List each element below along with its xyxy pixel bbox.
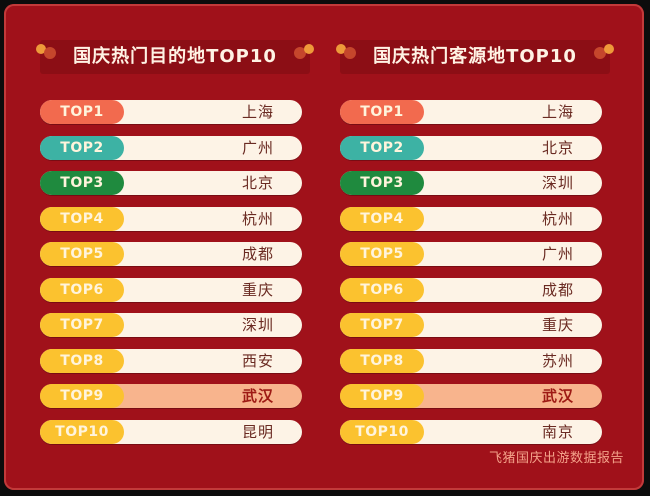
city-name: 南京 [541, 422, 574, 441]
city-name: 上海 [541, 103, 574, 121]
ranking-row: TOP6 成都 [340, 277, 602, 302]
destinations-title-text: 国庆热门目的地TOP10 [73, 46, 277, 67]
rank-badge: TOP3 [40, 171, 124, 195]
rank-badge: TOP6 [340, 277, 424, 302]
city-name: 成都 [541, 280, 574, 299]
city-name: 重庆 [241, 280, 274, 299]
decor-dot-icon [344, 47, 356, 59]
rank-badge: TOP5 [40, 242, 124, 266]
rank-badge: TOP1 [40, 100, 124, 124]
ranking-row: TOP6 重庆 [40, 277, 302, 302]
rank-badge: TOP7 [340, 313, 424, 337]
ranking-row: TOP8 苏州 [340, 348, 602, 373]
origins-title: 国庆热门客源地TOP10 [336, 40, 614, 74]
ranking-row: TOP1 上海 [340, 100, 602, 124]
city-name: 成都 [241, 245, 274, 263]
destinations-title: 国庆热门目的地TOP10 [36, 40, 314, 74]
origins-column: 国庆热门客源地TOP10 TOP1 上海 TOP2 北京 TOP3 深圳 TOP4 杭州 TOP… [336, 4, 614, 455]
origins-list: TOP1 上海 TOP2 北京 TOP3 深圳 TOP4 杭州 TOP5 广州 TOP6 成都 TOP7… [336, 100, 606, 444]
rank-badge: TOP1 [340, 100, 424, 124]
city-name: 重庆 [541, 316, 574, 334]
city-name: 深圳 [241, 316, 274, 334]
ranking-row: TOP4 杭州 [40, 206, 302, 231]
city-name: 杭州 [541, 209, 574, 228]
ranking-row: TOP10 南京 [340, 419, 602, 444]
rank-badge: TOP2 [40, 135, 124, 160]
city-name: 苏州 [541, 351, 574, 370]
city-name: 北京 [541, 138, 574, 157]
destinations-column: 国庆热门目的地TOP10 TOP1 上海 TOP2 广州 TOP3 北京 TOP4 杭州 TOP… [36, 4, 314, 455]
rank-badge: TOP2 [340, 135, 424, 160]
ranking-row: TOP2 广州 [40, 135, 302, 160]
city-name: 西安 [241, 351, 274, 370]
ranking-row: TOP9 武汉 [40, 384, 302, 408]
rank-badge: TOP4 [40, 206, 124, 231]
ranking-row: TOP4 杭州 [340, 206, 602, 231]
decor-dot-icon [604, 44, 614, 54]
rank-badge: TOP10 [40, 419, 124, 444]
city-name: 昆明 [241, 422, 274, 441]
city-name: 广州 [241, 138, 274, 157]
rank-badge: TOP5 [340, 242, 424, 266]
city-name: 广州 [541, 245, 574, 263]
rank-badge: TOP9 [40, 384, 124, 408]
ranking-row: TOP3 深圳 [340, 171, 602, 195]
ranking-row: TOP10 昆明 [40, 419, 302, 444]
decor-dot-icon [594, 47, 606, 59]
decor-dot-icon [304, 44, 314, 54]
rank-badge: TOP3 [340, 171, 424, 195]
source-caption: 飞猪国庆出游数据报告 [488, 451, 624, 466]
rank-badge: TOP8 [40, 348, 124, 373]
origins-title-text: 国庆热门客源地TOP10 [373, 46, 577, 67]
ranking-row: TOP9 武汉 [340, 384, 602, 408]
ranking-row: TOP7 重庆 [340, 313, 602, 337]
city-name: 杭州 [241, 209, 274, 228]
decor-dot-icon [44, 47, 56, 59]
ranking-row: TOP8 西安 [40, 348, 302, 373]
ranking-row: TOP1 上海 [40, 100, 302, 124]
decor-dot-icon [36, 44, 46, 54]
city-name: 北京 [241, 174, 274, 192]
ranking-row: TOP7 深圳 [40, 313, 302, 337]
rank-badge: TOP10 [340, 419, 424, 444]
decor-dot-icon [294, 47, 306, 59]
infographic-panel: 国庆热门目的地TOP10 TOP1 上海 TOP2 广州 TOP3 北京 TOP4 杭州 TOP… [4, 4, 644, 490]
ranking-row: TOP3 北京 [40, 171, 302, 195]
decor-dot-icon [336, 44, 346, 54]
rank-badge: TOP8 [340, 348, 424, 373]
rank-badge: TOP7 [40, 313, 124, 337]
destinations-list: TOP1 上海 TOP2 广州 TOP3 北京 TOP4 杭州 TOP5 成都 TOP6 重庆 TOP7… [36, 100, 306, 444]
ranking-row: TOP2 北京 [340, 135, 602, 160]
rank-badge: TOP4 [340, 206, 424, 231]
ranking-row: TOP5 成都 [40, 242, 302, 266]
rank-badge: TOP6 [40, 277, 124, 302]
city-name: 上海 [241, 103, 274, 121]
city-name: 武汉 [541, 387, 574, 405]
rank-badge: TOP9 [340, 384, 424, 408]
city-name: 深圳 [541, 174, 574, 192]
city-name: 武汉 [241, 387, 274, 405]
ranking-row: TOP5 广州 [340, 242, 602, 266]
